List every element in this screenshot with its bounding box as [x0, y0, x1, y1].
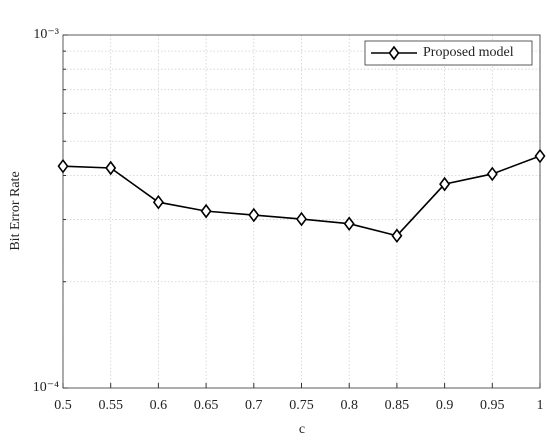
data-point: [391, 228, 403, 244]
data-point: [200, 203, 212, 219]
data-point: [105, 160, 117, 176]
x-tick-label: 0.7: [245, 398, 263, 413]
x-tick-label: 0.75: [289, 398, 314, 413]
plot-frame: [62, 34, 541, 389]
legend-marker: [388, 45, 400, 61]
data-point: [534, 148, 546, 164]
legend-label: Proposed model: [423, 45, 514, 60]
x-tick-label: 0.55: [98, 398, 123, 413]
x-tick-label: 0.9: [436, 398, 454, 413]
data-point: [296, 211, 307, 227]
data-point: [248, 207, 260, 223]
data-point: [57, 158, 69, 174]
x-axis-label: c: [299, 422, 305, 437]
x-tick-label: 0.5: [54, 398, 72, 413]
data-point: [343, 216, 355, 232]
x-tick-label: 1: [537, 398, 544, 413]
data-point: [152, 194, 164, 210]
x-tick-label: 0.65: [194, 398, 219, 413]
y-tick-label: 10⁻³: [33, 27, 59, 42]
x-tick-label: 0.8: [340, 398, 358, 413]
x-tick-label: 0.95: [480, 398, 505, 413]
data-point: [486, 166, 498, 182]
y-axis-label: Bit Error Rate: [8, 171, 23, 250]
x-tick-label: 0.6: [150, 398, 168, 413]
x-tick-label: 0.85: [385, 398, 410, 413]
y-tick-label: 10⁻⁴: [33, 380, 59, 395]
data-point: [439, 176, 451, 192]
